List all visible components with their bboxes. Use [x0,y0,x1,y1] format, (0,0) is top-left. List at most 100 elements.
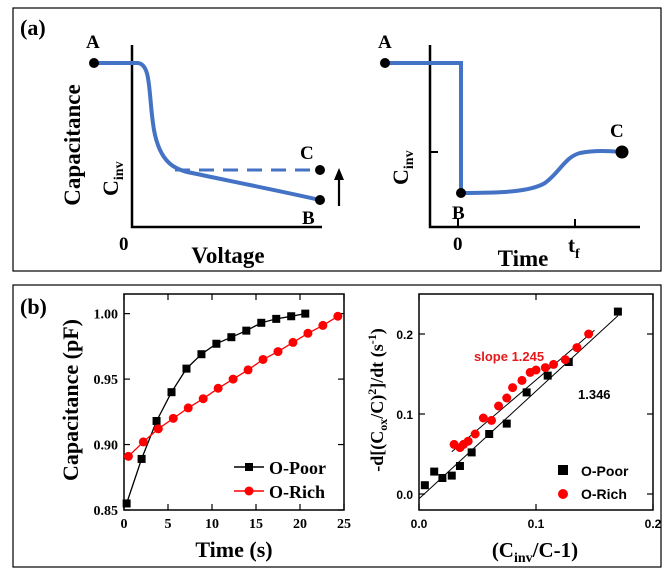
point-b-dot [315,195,325,205]
data-point-o-rich [478,413,488,423]
data-point-o-poor [272,314,281,323]
schematic-ct: A B C Cinv 0 Time tf [378,32,640,271]
legend-marker-o-poor [558,465,568,475]
data-point-o-rich [487,415,497,425]
data-point-o-poor [467,448,476,457]
data-point-o-poor [502,419,511,428]
data-point-o-poor [137,454,146,463]
data-point-o-poor [182,364,191,373]
legend-marker-o-rich [244,486,254,496]
point-b-label: B [452,203,465,224]
x-tick-label: 0.2 [645,517,662,531]
schematic-ct-curve [385,61,623,196]
data-point-o-poor [420,481,429,490]
data-point-o-rich [123,451,133,461]
data-point-o-rich [463,436,473,446]
legend-label-o-rich: O-Rich [269,482,325,502]
panel-a-label: (a) [20,15,46,40]
x-tick-label: 15 [249,517,263,532]
y-axis-title: Capacitance (pF) [58,319,83,481]
panel-a-frame [12,7,662,272]
data-point-o-poor [197,350,206,359]
data-point-o-rich [288,337,298,347]
x-axis-title: Time [498,246,549,271]
data-point-o-poor [167,388,176,397]
point-c-dot [615,145,629,159]
x-tick-label: 10 [205,517,219,532]
data-point-o-rich [273,347,283,357]
capacitance-time-chart: 0 5 10 15 20 25 0.85 0.90 0.95 1.00 Capacitance (… [58,293,351,562]
legend-label-o-poor: O-Poor [581,463,629,479]
data-point-o-rich [303,328,313,338]
data-point-o-rich [540,363,550,373]
plot-frame [123,293,345,511]
point-a-dot [89,58,99,68]
data-point-o-rich [560,355,570,365]
data-point-o-rich [228,374,238,384]
panel-b: (b) 0 5 10 15 20 25 0.85 0.90 0.95 1.00 Capacitan… [12,284,662,568]
panel-b-frame [12,284,662,568]
panel-b-label: (b) [20,294,47,319]
data-point-o-poor [212,339,221,348]
data-point-o-rich [318,320,328,330]
data-point-o-rich [153,424,163,434]
y-tick-label: 0.85 [94,504,119,519]
arrow-head [334,168,344,180]
cinv-label: Cinv [98,161,127,196]
point-a-label: A [378,32,392,53]
data-point-o-poor [522,388,531,397]
y-tick-label: 0.90 [94,439,119,454]
legend-label-o-poor: O-Poor [269,458,326,478]
point-a-label: A [86,32,100,53]
data-point-o-rich [198,394,208,404]
point-a-dot [380,58,390,68]
schematic-cv-axes [130,45,322,229]
data-point-o-poor [227,333,236,342]
transient-rate-chart: 0.0 0.1 0.2 0.0 0.1 0.2 slope 1.245 1.346 -d[… [365,293,662,566]
x-tick-label: 25 [337,517,351,532]
point-b-label: B [302,208,315,229]
y-tick-label: 0.2 [396,328,413,342]
fit-label-o-rich: slope 1.245 [474,349,544,364]
data-point-o-rich [258,354,268,364]
data-point-o-poor [438,474,447,482]
data-point-o-rich [502,393,512,403]
data-point-o-rich [243,365,253,375]
data-point-o-poor [447,471,456,480]
point-c-label: C [300,143,314,164]
x-tick-label: 5 [165,517,172,532]
data-point-o-poor [301,309,310,318]
schematic-cv: A B C Cinv Capacitance 0 Voltage [60,32,344,268]
point-c-label: C [610,121,624,142]
x-tick-label: 20 [293,517,307,532]
y-tick-label: 1.00 [94,308,119,323]
data-point-o-poor [543,371,552,380]
tf-label: tf [568,233,580,262]
data-point-o-rich [213,383,223,393]
y-axis-title: -d[(Cox/C)2]/dt (s-1) [365,328,390,472]
data-point-o-rich [168,413,178,423]
tick-group: 0 5 10 15 20 25 0.85 0.90 0.95 1.00 [94,294,351,532]
x-tick-label: 0.0 [411,517,428,531]
tick-group: 0.0 0.1 0.2 0.0 0.1 0.2 [396,294,662,531]
cinv-label: Cinv [388,150,417,185]
y-tick-label: 0.0 [396,488,413,502]
legend-label-o-rich: O-Rich [581,486,627,502]
data-point-o-poor [613,307,622,316]
series-markers [420,307,622,490]
legend-marker-o-rich [558,489,568,499]
legend: O-Poor O-Rich [558,463,629,502]
data-point-o-poor [430,467,439,476]
data-point-o-rich [494,401,504,411]
data-point-o-poor [242,326,251,335]
x-tick-0: 0 [119,234,129,255]
legend-marker-o-poor [245,463,253,471]
y-axis-title: Capacitance [60,84,85,205]
data-point-o-rich [470,429,480,439]
data-point-o-rich [183,403,193,413]
legend: O-Poor O-Rich [234,458,326,502]
series-markers [122,309,343,508]
x-tick-0: 0 [453,234,463,255]
data-point-o-rich [584,329,594,339]
